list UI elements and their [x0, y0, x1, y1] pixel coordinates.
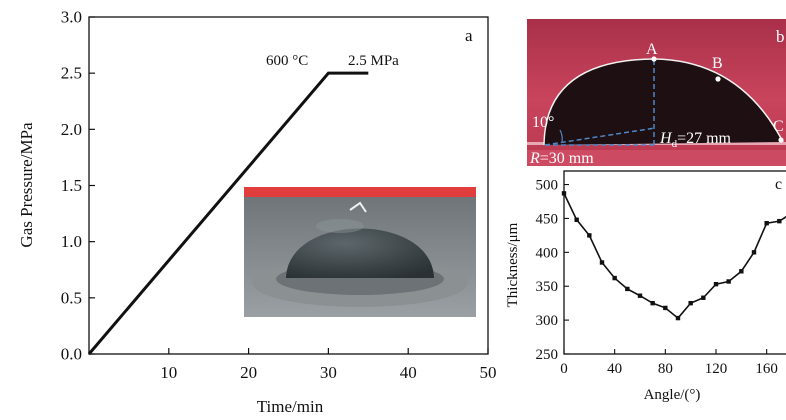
- droplet-silhouette: [544, 59, 783, 145]
- thickness-data-point: [751, 250, 757, 255]
- thickness-data-point: [739, 269, 744, 274]
- height-label-symbol: H: [659, 130, 673, 147]
- photo-red-edge: [244, 187, 476, 197]
- point-a-marker: [651, 56, 657, 62]
- point-b-label: B: [712, 55, 723, 72]
- x-tick-label-c: 160: [755, 361, 778, 377]
- y-tick-label-c: 400: [536, 245, 559, 261]
- y-tick-label-a: 3.0: [61, 8, 82, 27]
- x-tick-label-c: 40: [607, 361, 622, 377]
- photo-dome-highlight: [316, 219, 364, 233]
- thickness-data-point: [726, 279, 731, 284]
- radius-label: R=30 mm: [529, 150, 594, 167]
- x-tick-label-a: 10: [160, 363, 177, 382]
- y-tick-label-a: 1.5: [61, 176, 82, 195]
- y-tick-label-a: 1.0: [61, 232, 82, 251]
- y-tick-label-c: 250: [536, 347, 559, 363]
- y-ticks-a: 0.0 0.5 1.0 1.5 2.0 2.5 3.0: [61, 8, 95, 364]
- thickness-data-point: [675, 315, 681, 321]
- thickness-data-point: [599, 260, 605, 265]
- y-axis-label-a: Gas Pressure/MPa: [17, 122, 36, 248]
- x-tick-label-a: 40: [400, 363, 417, 382]
- thickness-data-point: [561, 191, 567, 196]
- inset-sample-photo: [244, 187, 476, 317]
- y-tick-label-a: 2.0: [61, 120, 82, 139]
- thickness-data-point: [688, 300, 693, 306]
- x-tick-label-c: 0: [560, 361, 568, 377]
- thickness-data-point: [574, 217, 579, 222]
- angle-arc: [559, 129, 563, 143]
- y-tick-label-c: 500: [536, 178, 559, 194]
- y-tick-label-c: 350: [536, 279, 559, 295]
- thickness-data-point: [587, 233, 592, 238]
- thickness-data-point: [764, 220, 769, 226]
- thickness-data-point: [701, 295, 706, 300]
- y-tick-label-a: 0.0: [61, 345, 82, 364]
- x-tick-label-a: 30: [320, 363, 337, 382]
- point-b-marker: [715, 76, 721, 82]
- photo-crack-mark: [349, 201, 367, 213]
- panel-label-c: c: [775, 176, 782, 193]
- radius-label-symbol: R: [529, 150, 540, 167]
- angle-label: 10°: [532, 114, 554, 131]
- x-axis-label-a: Time/min: [257, 397, 324, 416]
- thickness-data-point: [777, 218, 782, 224]
- x-ticks-a: 10 20 30 40 50: [160, 348, 497, 382]
- thickness-data-point: [663, 305, 668, 311]
- x-tick-label-a: 50: [480, 363, 497, 382]
- thickness-series-points: [561, 191, 782, 321]
- x-tick-label-c: 120: [705, 361, 728, 377]
- panel-a-pressure-chart: 0.00.51.01.52.02.53.0 10 20 30 40 50 600 °C …: [17, 8, 497, 417]
- thickness-data-point: [650, 300, 655, 306]
- y-tick-label-c: 450: [536, 211, 559, 227]
- point-c-marker: [778, 137, 784, 143]
- thickness-data-point: [612, 275, 617, 281]
- angle-guide-line: [544, 127, 656, 146]
- x-tick-label-a: 20: [240, 363, 257, 382]
- thickness-data-point: [713, 281, 719, 287]
- plot-frame-c: [563, 170, 786, 355]
- panel-label-a: a: [465, 26, 473, 45]
- thickness-series-line: [563, 193, 786, 320]
- panel-label-b: b: [776, 27, 785, 46]
- thickness-data-point: [637, 293, 643, 298]
- photo-dome: [286, 228, 434, 278]
- radius-label-value: =30 mm: [540, 150, 594, 167]
- y-tick-label-c: 300: [536, 313, 559, 329]
- height-label-subscript: d: [672, 138, 678, 150]
- x-tick-label-c: 80: [658, 361, 673, 377]
- y-ticks-c: 250 300 350 400 450 500: [536, 178, 569, 363]
- height-label: Hd=27 mm: [659, 130, 732, 150]
- x-axis-label-c: Angle/(°): [644, 387, 701, 403]
- panel-b-dome-profile: A B C 10° Hd=27 mm R=30 mm b: [527, 19, 786, 167]
- height-label-value: =27 mm: [677, 130, 731, 147]
- x-ticks-c: 0 40 80 120 160: [560, 349, 778, 377]
- annotation-pressure: 2.5 MPa: [348, 53, 399, 69]
- panel-c-thickness-chart: 250 300 350 400 450 500 0 40 80 120 160 c Thickne…: [505, 170, 786, 403]
- y-axis-label-c: Thickness/μm: [505, 222, 521, 307]
- profile-base-strip: [527, 150, 786, 166]
- pressure-series-line: [87, 71, 369, 355]
- annotation-temperature: 600 °C: [266, 53, 308, 69]
- y-tick-label-a: 0.5: [61, 288, 82, 307]
- point-c-label: C: [773, 118, 784, 135]
- y-tick-label-a: 2.5: [61, 64, 82, 83]
- point-a-label: A: [646, 41, 658, 58]
- thickness-data-point: [625, 286, 630, 292]
